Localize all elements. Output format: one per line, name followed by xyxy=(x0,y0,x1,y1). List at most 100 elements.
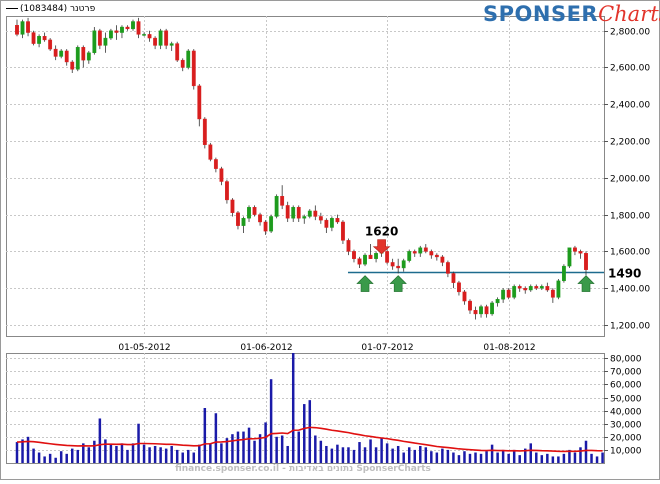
volume-bar xyxy=(496,452,499,463)
volume-bar xyxy=(280,435,284,463)
volume-bar xyxy=(562,453,566,463)
volume-bar xyxy=(37,452,41,463)
candle xyxy=(53,45,58,61)
candle xyxy=(175,41,180,62)
volume-bar xyxy=(164,448,168,463)
candle-body xyxy=(219,168,224,182)
volume-bar xyxy=(181,452,184,463)
candle xyxy=(64,49,69,66)
candle-body xyxy=(550,289,555,298)
candle-body xyxy=(236,212,240,226)
price-gridlines xyxy=(6,16,604,336)
candle xyxy=(390,258,395,270)
volume-bar xyxy=(314,435,317,463)
candle-body xyxy=(20,21,25,35)
candle xyxy=(97,28,102,50)
volume-bar xyxy=(557,456,560,463)
candle-body xyxy=(280,196,285,206)
candle-body xyxy=(396,265,401,269)
volume-bar xyxy=(297,431,300,463)
candle-body xyxy=(423,247,428,252)
volume-bar xyxy=(568,449,571,463)
volume-bar xyxy=(325,445,328,463)
candle xyxy=(539,284,544,291)
candle-body xyxy=(70,61,75,70)
candle-body xyxy=(495,299,500,304)
resistance-label: 1620 xyxy=(365,225,398,239)
candle xyxy=(352,249,356,263)
volume-bar xyxy=(490,444,494,463)
volume-bar xyxy=(104,439,107,463)
candle-body xyxy=(158,30,163,46)
volume-bar xyxy=(546,453,549,463)
candle-body xyxy=(75,47,80,70)
volume-bar xyxy=(595,456,599,463)
volume-bar xyxy=(590,453,593,463)
candle xyxy=(335,214,340,224)
legend-line-swatch xyxy=(6,8,18,9)
volume-bar xyxy=(32,448,35,463)
price-y-tick-label: 2,600.00 xyxy=(610,64,650,74)
candle xyxy=(423,244,428,254)
volume-bar xyxy=(535,452,538,463)
volume-bar xyxy=(463,451,466,463)
volume-bar xyxy=(601,452,604,463)
volume-bar xyxy=(291,353,295,463)
candle xyxy=(468,299,472,314)
candle xyxy=(517,284,522,292)
volume-bar xyxy=(286,445,289,463)
x-tick-label: 01-06-2012 xyxy=(240,343,292,353)
volume-bar xyxy=(236,431,240,463)
candle-body xyxy=(539,286,544,289)
candle-body xyxy=(385,251,390,263)
volume-y-tick-label: 30,000 xyxy=(610,421,642,431)
volume-bar xyxy=(369,439,372,463)
candle-body xyxy=(225,181,229,201)
candle-body xyxy=(153,37,158,46)
candle-body xyxy=(48,39,53,50)
volume-y-tick-label: 60,000 xyxy=(610,381,642,391)
candle-body xyxy=(213,159,218,169)
candle-body xyxy=(401,260,406,269)
volume-bars xyxy=(15,353,604,463)
candle-body xyxy=(269,216,274,232)
candle-body xyxy=(390,262,395,267)
candle xyxy=(556,278,561,300)
candle xyxy=(578,249,583,259)
volume-bar xyxy=(26,436,30,463)
candle xyxy=(396,258,401,274)
candle-body xyxy=(352,251,356,259)
candle xyxy=(285,201,290,222)
candle-body xyxy=(136,21,141,35)
volume-bar xyxy=(584,440,588,463)
volume-bar xyxy=(507,453,510,463)
volume-bar xyxy=(253,440,256,463)
candle-body xyxy=(291,207,296,219)
up-arrow-marker xyxy=(577,275,595,292)
candle-body xyxy=(81,47,86,61)
volume-bar xyxy=(319,440,323,463)
candle xyxy=(241,216,246,234)
candle-body xyxy=(296,207,301,219)
logo-text-sponser: SPONSER xyxy=(483,2,599,26)
volume-bar xyxy=(76,449,80,463)
candle-body xyxy=(346,240,351,252)
candle xyxy=(37,34,42,48)
candle-body xyxy=(357,258,362,265)
volume-bar xyxy=(198,444,201,463)
volume-bar xyxy=(341,447,345,463)
volume-bar xyxy=(231,434,234,463)
candle xyxy=(341,220,345,245)
candle-body xyxy=(147,34,152,39)
candle-body xyxy=(31,32,36,44)
candle-body xyxy=(59,50,64,57)
price-y-tick-label: 2,200.00 xyxy=(610,138,650,148)
x-tick-label: 01-05-2012 xyxy=(118,343,170,353)
volume-bar xyxy=(148,447,151,463)
candle-body xyxy=(208,144,213,160)
volume-bar xyxy=(214,413,218,463)
volume-bar xyxy=(523,448,527,463)
series-legend: פרטנר (1083484) xyxy=(6,4,95,18)
candle xyxy=(136,17,141,39)
